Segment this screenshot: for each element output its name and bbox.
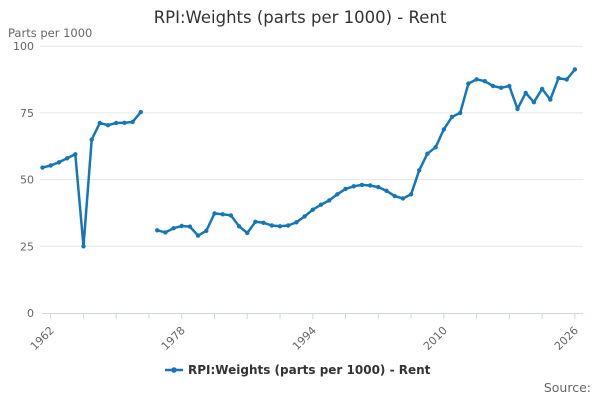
source-label: Source: (544, 380, 591, 395)
legend-dot-marker-icon (171, 367, 177, 373)
x-axis: 1962 1978 1994 2010 2026 (28, 313, 583, 353)
y-tick-label-25: 25 (20, 240, 34, 253)
y-tick-label-50: 50 (20, 174, 34, 187)
legend-label: RPI:Weights (parts per 1000) - Rent (188, 363, 431, 377)
x-tick-label-1978: 1978 (159, 324, 188, 353)
x-tick-label-2010: 2010 (421, 324, 450, 353)
y-axis-unit-label: Parts per 1000 (8, 26, 92, 40)
y-tick-label-0: 0 (27, 307, 34, 320)
x-tick-label-1994: 1994 (290, 324, 319, 353)
x-tick-label-1962: 1962 (28, 324, 57, 353)
y-tick-label-75: 75 (20, 107, 34, 120)
legend[interactable]: RPI:Weights (parts per 1000) - Rent (165, 363, 431, 377)
x-tick-label-2026: 2026 (552, 324, 581, 353)
series-line-rent (40, 67, 578, 249)
gridlines (40, 45, 583, 247)
y-axis-tick-labels: 0 25 50 75 100 (13, 40, 34, 320)
chart-title: RPI:Weights (parts per 1000) - Rent (154, 8, 447, 27)
y-tick-label-100: 100 (13, 40, 34, 53)
